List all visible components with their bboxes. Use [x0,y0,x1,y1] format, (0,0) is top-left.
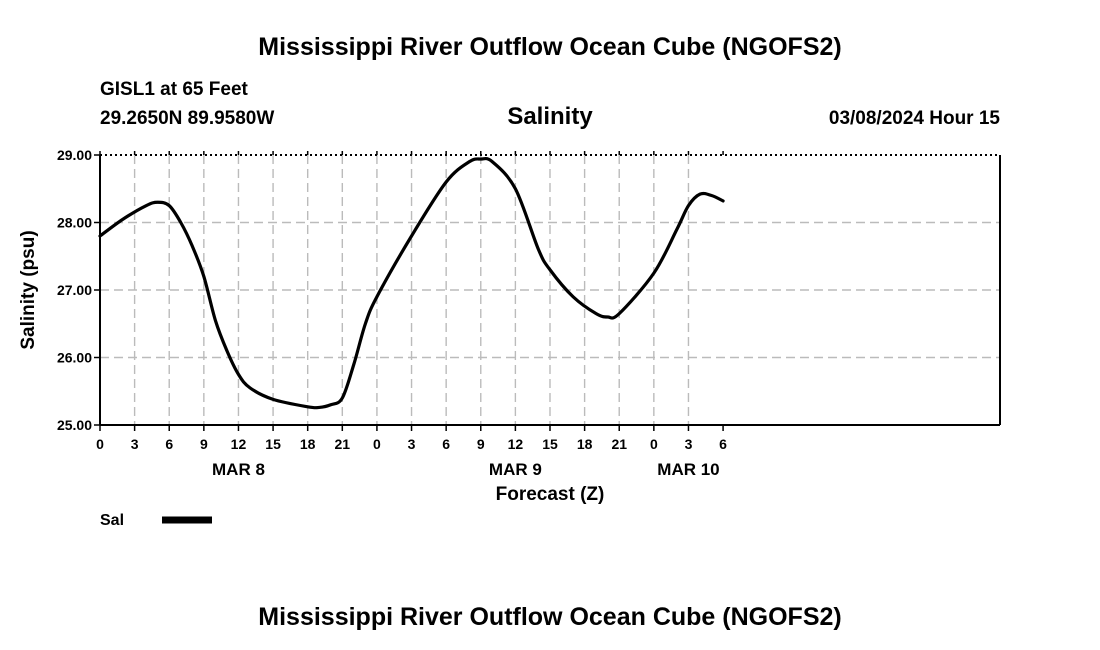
x-tick-label: 15 [542,436,558,452]
day-labels: MAR 8 MAR 9 MAR 10 [212,460,720,479]
station-label: GISL1 at 65 Feet [100,79,249,100]
x-tick-label: 0 [96,436,104,452]
x-tick-label: 12 [508,436,524,452]
chart-grid [100,155,1000,425]
y-tick-label: 28.00 [57,215,92,231]
x-tick-label: 6 [719,436,727,452]
forecast-timestamp: 03/08/2024 Hour 15 [829,108,1001,129]
x-tick-label: 6 [442,436,450,452]
x-tick-label: 18 [300,436,316,452]
x-tick-label: 21 [611,436,627,452]
x-tick-label: 0 [650,436,658,452]
y-axis: 25.00 26.00 27.00 28.00 29.00 [57,147,100,433]
day-label: MAR 8 [212,460,265,479]
x-tick-label: 3 [131,436,139,452]
series-line-sal [98,156,725,410]
x-axis: 0 3 6 9 12 15 18 21 0 3 6 9 12 15 18 21 0 3 6 [96,151,727,452]
x-tick-label: 9 [477,436,485,452]
y-tick-label: 26.00 [57,350,92,366]
legend-label-sal: Sal [100,512,124,529]
station-coords: 29.2650N 89.9580W [100,108,274,129]
day-label: MAR 10 [657,460,719,479]
x-axis-label: Forecast (Z) [496,484,605,505]
x-tick-label: 6 [165,436,173,452]
chart-title: Salinity [507,103,593,130]
x-tick-label: 18 [577,436,593,452]
page-title: Mississippi River Outflow Ocean Cube (NG… [258,33,841,61]
y-tick-label: 27.00 [57,282,92,298]
x-tick-label: 15 [265,436,281,452]
y-axis-label: Salinity (psu) [18,230,39,349]
series-layer [98,156,725,410]
x-tick-label: 0 [373,436,381,452]
x-tick-label: 3 [408,436,416,452]
day-label: MAR 9 [489,460,542,479]
y-tick-label: 25.00 [57,417,92,433]
x-tick-label: 12 [231,436,247,452]
legend: Sal [100,512,212,529]
footer-title: Mississippi River Outflow Ocean Cube (NG… [258,603,841,631]
y-tick-label: 29.00 [57,147,92,163]
x-tick-label: 9 [200,436,208,452]
x-tick-label: 21 [335,436,351,452]
x-tick-label: 3 [685,436,693,452]
